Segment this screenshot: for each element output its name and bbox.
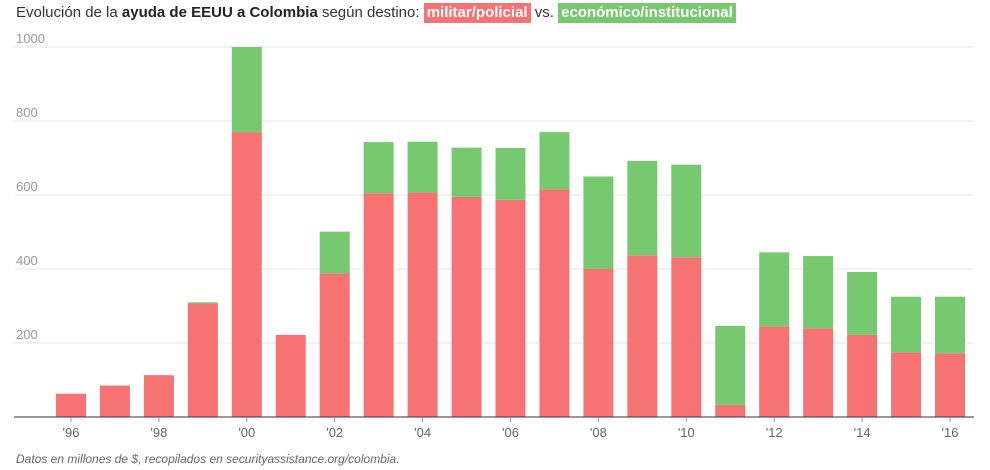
bar-military: [803, 328, 834, 417]
x-tick-label: '98: [150, 425, 167, 440]
chart-title: Evolución de la ayuda de EEUU a Colombia…: [16, 3, 736, 23]
bar-military: [187, 303, 218, 417]
bar-military: [891, 352, 922, 417]
bar-economic: [803, 256, 834, 329]
bar-military: [275, 334, 306, 417]
bar-military: [759, 326, 790, 417]
y-tick-label: 1000: [16, 31, 45, 46]
bar-military: [363, 193, 394, 417]
bar-military: [495, 199, 526, 417]
bar-military: [627, 255, 658, 417]
bar-economic: [759, 252, 790, 327]
title-vs: vs.: [530, 4, 559, 21]
y-tick-label: 600: [16, 179, 38, 194]
y-tick-label: 200: [16, 327, 38, 342]
bar-economic: [891, 296, 922, 353]
legend-economic-label: económico/institucional: [558, 3, 736, 23]
x-tick-label: '02: [326, 425, 343, 440]
stacked-bar-chart: 200 400 600 800 1000 '96 '98 '00 '02 '04 '06 '08 '10…: [14, 31, 974, 440]
source-note: Datos en millones de $, recopilados en s…: [16, 452, 400, 466]
x-tick-label: '96: [63, 425, 80, 440]
bar-economic: [627, 160, 658, 256]
bar-military: [56, 393, 86, 417]
legend-military-label: militar/policial: [423, 3, 531, 23]
x-tick-label: '14: [854, 425, 871, 440]
title-prefix: Evolución de la: [16, 4, 122, 21]
bar-economic: [363, 142, 394, 194]
bar-economic: [539, 132, 570, 190]
bar-economic: [187, 302, 218, 304]
x-tick-label: '08: [590, 425, 607, 440]
bar-economic: [847, 271, 878, 335]
bar-economic: [231, 47, 262, 133]
bar-military: [715, 404, 746, 417]
bar-military: [407, 192, 438, 417]
y-tick-label: 800: [16, 105, 38, 120]
x-tick-label: '10: [678, 425, 695, 440]
bar-military: [847, 334, 878, 417]
x-tick-label: '00: [238, 425, 255, 440]
bar-economic: [407, 141, 438, 193]
x-tick-label: '16: [942, 425, 959, 440]
bar-economic: [671, 164, 702, 258]
bar-military: [451, 196, 482, 417]
bar-military: [319, 273, 350, 417]
bar-economic: [319, 231, 350, 274]
title-middle: según destino:: [317, 4, 424, 21]
y-tick-label: 400: [16, 253, 38, 268]
bar-military: [231, 132, 262, 417]
bar-economic: [583, 176, 614, 269]
bar-economic: [495, 148, 526, 200]
x-tick-label: '04: [414, 425, 431, 440]
bar-military: [99, 385, 130, 417]
bar-military: [935, 353, 965, 417]
bar-economic: [935, 296, 965, 354]
bar-military: [583, 269, 614, 417]
bar-military: [671, 257, 702, 417]
x-tick-label: '06: [502, 425, 519, 440]
bar-economic: [451, 147, 482, 197]
title-bold: ayuda de EEUU a Colombia: [121, 4, 318, 21]
bar-economic: [715, 325, 746, 405]
x-tick-label: '12: [766, 425, 783, 440]
bar-military: [143, 375, 174, 417]
bar-military: [539, 189, 570, 417]
